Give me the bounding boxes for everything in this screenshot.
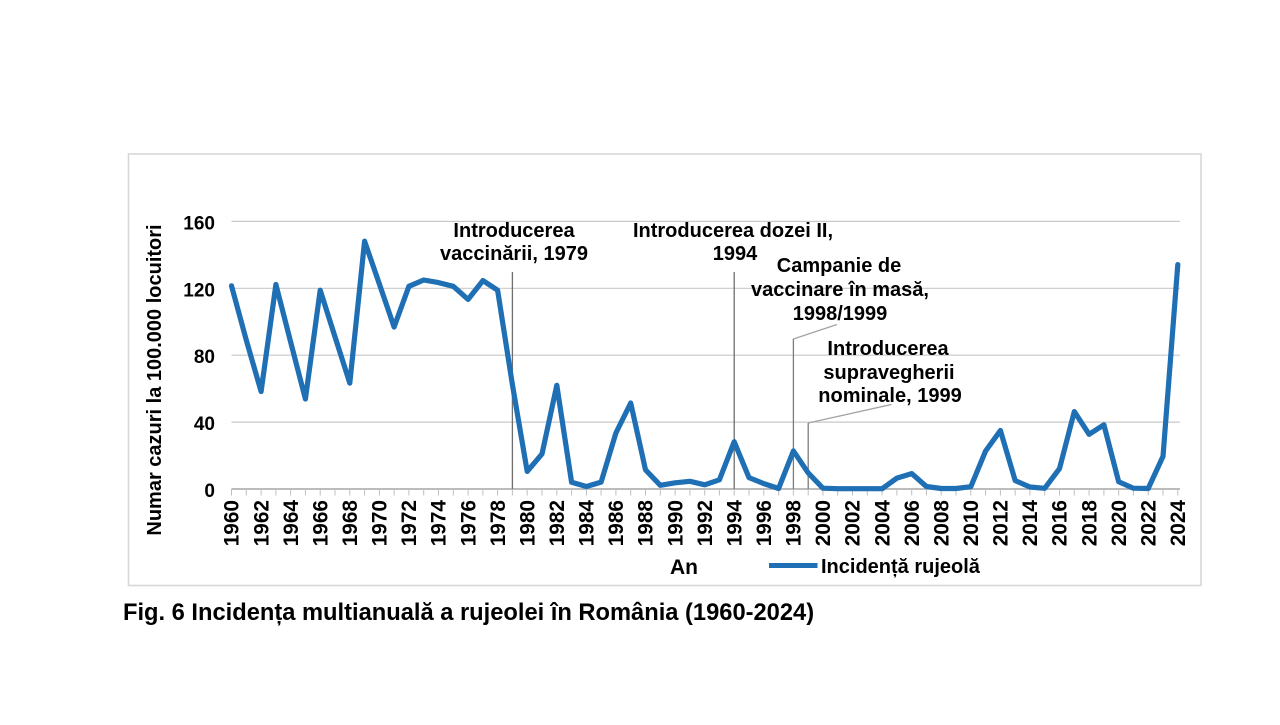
svg-text:2004: 2004 [871,500,894,547]
svg-text:0: 0 [204,481,215,502]
svg-text:1988: 1988 [635,500,658,546]
svg-text:1962: 1962 [250,500,273,546]
svg-text:Introducerea dozei II,: Introducerea dozei II, [633,220,833,242]
svg-text:1980: 1980 [516,500,539,546]
svg-text:1982: 1982 [546,500,569,546]
svg-text:80: 80 [194,347,215,368]
svg-text:1972: 1972 [398,500,421,546]
svg-text:Introducerea: Introducerea [453,220,575,242]
svg-text:2000: 2000 [812,500,835,546]
svg-text:2018: 2018 [1078,500,1101,546]
svg-text:2008: 2008 [930,500,953,546]
svg-text:supravegherii: supravegherii [823,362,954,384]
svg-text:1976: 1976 [457,500,480,546]
svg-text:120: 120 [183,280,215,301]
svg-text:2012: 2012 [990,500,1013,546]
svg-text:1986: 1986 [605,500,628,546]
svg-text:1998: 1998 [783,500,806,546]
svg-text:1992: 1992 [694,500,717,546]
svg-text:2006: 2006 [901,500,924,546]
svg-text:nominale, 1999: nominale, 1999 [818,385,961,407]
svg-text:vaccinare în masă,: vaccinare în masă, [751,279,929,301]
svg-text:Introducerea: Introducerea [827,338,949,360]
svg-text:2022: 2022 [1137,500,1160,546]
svg-text:2016: 2016 [1049,500,1072,546]
svg-text:1964: 1964 [280,500,303,547]
svg-text:1994: 1994 [713,243,758,265]
svg-text:160: 160 [183,213,215,234]
svg-text:2014: 2014 [1019,500,1042,547]
svg-text:1970: 1970 [369,500,392,546]
svg-text:1968: 1968 [339,500,362,546]
svg-text:1966: 1966 [309,500,332,546]
svg-text:1990: 1990 [664,500,687,546]
svg-text:Fig. 6 Incidența multianuală a: Fig. 6 Incidența multianuală a rujeolei … [123,600,814,626]
svg-text:1994: 1994 [723,500,746,547]
svg-text:2010: 2010 [960,500,983,546]
svg-text:1996: 1996 [753,500,776,546]
svg-text:Campanie de: Campanie de [777,255,901,277]
svg-text:Incidență rujeolă: Incidență rujeolă [821,556,981,578]
svg-text:An: An [670,556,698,579]
svg-text:2024: 2024 [1167,500,1190,547]
svg-text:1978: 1978 [487,500,510,546]
svg-text:Numar cazuri la 100.000 locuit: Numar cazuri la 100.000 locuitori [144,224,166,535]
svg-text:1998/1999: 1998/1999 [793,303,888,325]
svg-text:2020: 2020 [1108,500,1131,546]
svg-text:vaccinării, 1979: vaccinării, 1979 [440,243,588,265]
svg-text:1984: 1984 [576,500,599,547]
svg-text:2002: 2002 [842,500,865,546]
svg-text:40: 40 [194,414,215,435]
svg-text:1960: 1960 [221,500,244,546]
svg-text:1974: 1974 [428,500,451,547]
